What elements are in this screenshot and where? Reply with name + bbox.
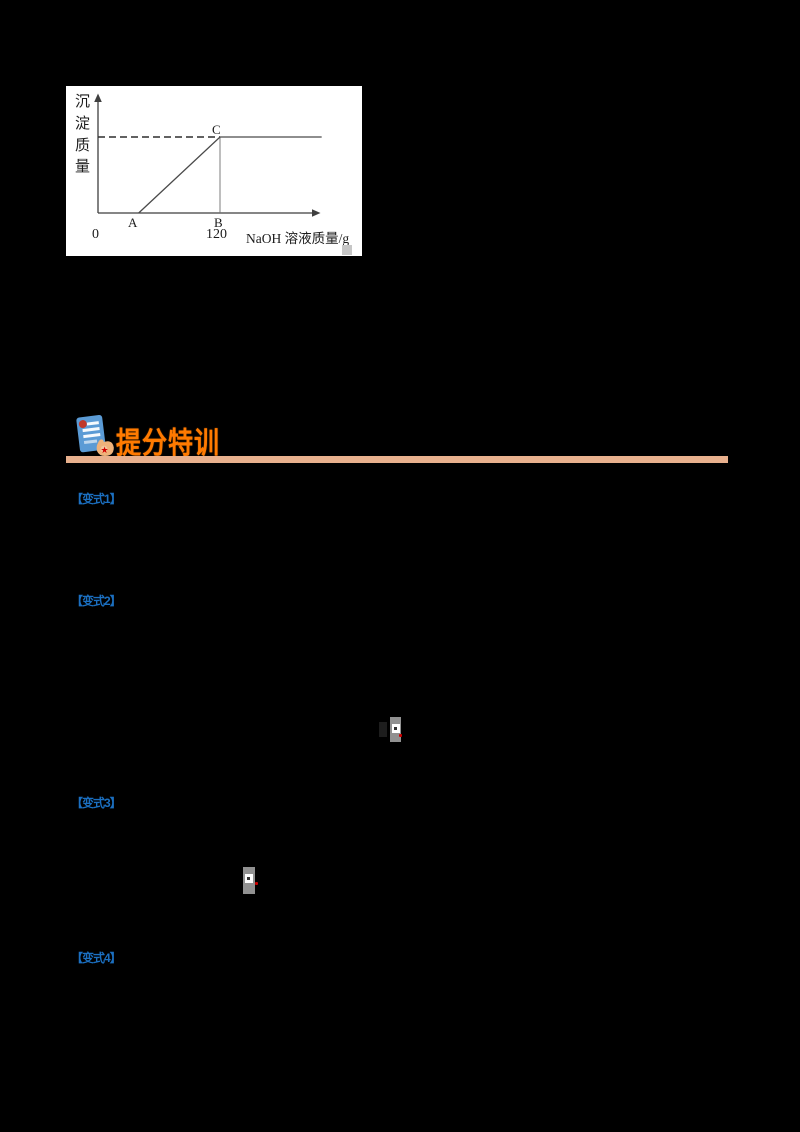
origin-tick-label: 0 [92, 227, 99, 242]
point-label-a: A [128, 215, 138, 230]
star-badge-icon: ★ [101, 445, 109, 455]
formula-mark [247, 877, 250, 880]
red-dot-icon [399, 734, 402, 737]
formula-mark [394, 727, 397, 730]
y-axis-label: 沉淀质量 [75, 94, 91, 176]
x-axis-arrow-icon [312, 209, 321, 217]
variation-label-4: 【变式4】 [71, 951, 122, 965]
inline-formula-image [379, 715, 403, 745]
section-title: 提分特训 [116, 427, 221, 461]
formula-inner-box [391, 724, 400, 733]
section-underline [66, 456, 728, 463]
point-label-b: B [214, 215, 223, 230]
formula-inner-box [244, 874, 253, 883]
formula-glyph [379, 722, 387, 737]
x-tick-120: 120 [206, 227, 227, 242]
variation-label-3: 【变式3】 [71, 796, 122, 810]
document-with-hand-icon: ★ [76, 415, 114, 456]
chart-canvas [94, 93, 322, 217]
point-label-c: C [212, 122, 221, 137]
formula-box [390, 717, 402, 742]
inline-formula-image [243, 867, 259, 897]
chart-figure: 沉淀质量 A B C 0 120 NaOH 溶液质量/g [66, 86, 362, 256]
red-dot-icon [255, 882, 258, 885]
variation-label-2: 【变式2】 [71, 594, 122, 608]
variation-label-1: 【变式1】 [71, 492, 122, 506]
resize-handle[interactable] [342, 245, 352, 255]
y-axis-arrow-icon [94, 93, 102, 102]
formula-box [243, 867, 258, 894]
x-axis-label: NaOH 溶液质量/g [246, 231, 350, 246]
series-line [138, 136, 322, 214]
